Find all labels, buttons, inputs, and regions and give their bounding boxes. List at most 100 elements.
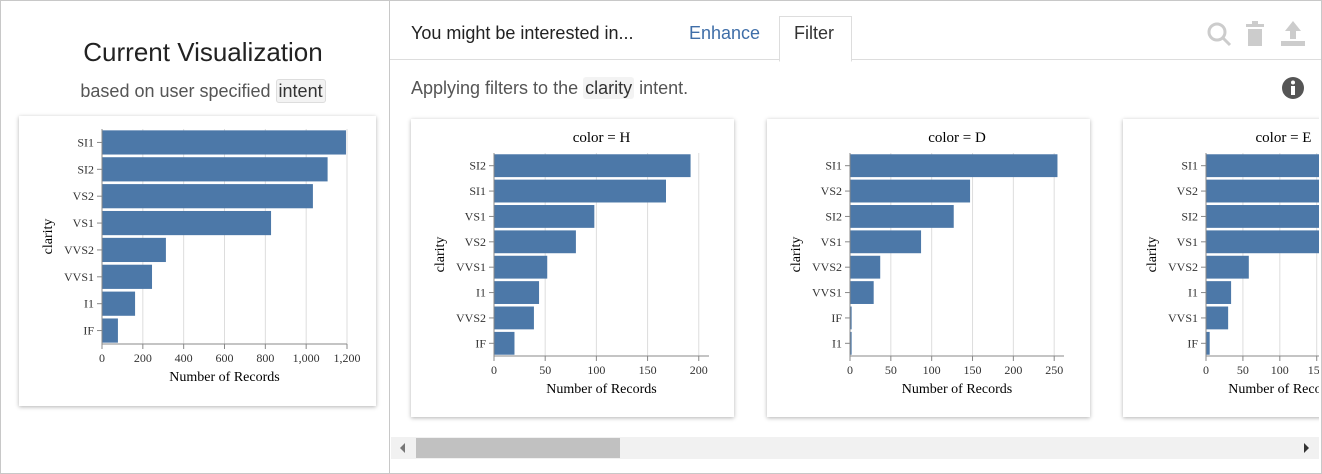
- y-axis-label: clarity: [789, 237, 804, 273]
- y-tick-label: VS2: [821, 184, 842, 198]
- delete-icon[interactable]: [1246, 21, 1264, 46]
- bar: [850, 331, 852, 355]
- y-tick-label: SI1: [1181, 159, 1198, 173]
- x-tick-label: 400: [175, 351, 193, 365]
- bar: [1206, 306, 1229, 330]
- bar: [494, 230, 576, 254]
- scroll-left[interactable]: [400, 443, 405, 453]
- y-tick-label: VS2: [73, 189, 94, 203]
- y-tick-label: IF: [1187, 336, 1198, 350]
- bar: [1206, 331, 1210, 355]
- x-tick-label: 600: [216, 351, 234, 365]
- y-axis-label: clarity: [41, 219, 56, 255]
- intent-code: clarity: [583, 77, 635, 99]
- subtitle-text: based on user specified: [80, 81, 271, 101]
- x-tick-label: 200: [690, 363, 708, 377]
- scroll-right[interactable]: [1304, 443, 1309, 453]
- tab-heading: You might be interested in...: [411, 23, 634, 43]
- x-tick-label: 800: [256, 351, 274, 365]
- description-text: intent.: [639, 78, 689, 98]
- scroll-thumb[interactable]: [416, 438, 620, 458]
- x-axis-label: Number of Records: [169, 370, 279, 385]
- x-tick-label: 50: [539, 363, 551, 377]
- bar: [102, 264, 153, 289]
- bar: [850, 306, 852, 330]
- chart: color = D 0 50 100 150 200 250 SI1 VS2 SI2 VS1 VVS2…: [789, 130, 1064, 397]
- y-tick-label: VS2: [1177, 184, 1198, 198]
- active-tab[interactable]: [779, 16, 852, 62]
- chart-card: 0 200 400 600 800 1,000 1,200 SI1 SI2 VS2 VS1 VVS2 V…: [19, 116, 376, 406]
- y-tick-label: IF: [83, 324, 94, 338]
- y-axis-label: clarity: [433, 237, 448, 273]
- y-tick-label: SI1: [77, 135, 94, 149]
- panel-subtitle: based on user specified intent: [1, 79, 405, 103]
- bar: [102, 237, 166, 263]
- y-tick-label: VS2: [465, 235, 486, 249]
- y-tick-label: IF: [831, 311, 842, 325]
- bar: [850, 230, 922, 254]
- scrollbar-parts: [400, 438, 1309, 458]
- chart: 0 200 400 600 800 1,000 1,200 SI1 SI2 VS2 VS1 VVS2 V…: [41, 129, 361, 385]
- bar: [102, 291, 136, 316]
- x-axis-label: Number of Records: [902, 382, 1012, 397]
- bar: [494, 281, 540, 304]
- bar: [102, 184, 313, 209]
- x-axis-label: Number of Records: [546, 382, 656, 397]
- x-tick-label: 150: [1308, 363, 1319, 377]
- y-tick-label: IF: [475, 336, 486, 350]
- scrollbar[interactable]: [391, 437, 1319, 459]
- tab-bar: [390, 1, 1321, 60]
- bar: [1206, 230, 1319, 254]
- bar: [1206, 205, 1319, 228]
- y-tick-label: I1: [476, 286, 486, 300]
- export-icon[interactable]: [1281, 21, 1305, 46]
- bar: [1206, 281, 1232, 304]
- x-tick-label: 100: [923, 363, 941, 377]
- chart-title: color = H: [573, 130, 631, 146]
- tab[interactable]: Enhance: [689, 23, 761, 43]
- y-axis-label: clarity: [1145, 237, 1160, 273]
- toolbar-icons: [1207, 21, 1305, 47]
- bar: [850, 255, 881, 279]
- info-icon[interactable]: [1281, 76, 1305, 100]
- y-tick-label: SI2: [469, 159, 486, 173]
- x-tick-label: 150: [964, 363, 982, 377]
- y-tick-label: VS1: [1177, 235, 1198, 249]
- x-tick-label: 200: [134, 351, 152, 365]
- y-tick-label: VVS1: [456, 260, 486, 274]
- panel-title: Current Visualization: [83, 37, 323, 67]
- bar: [494, 179, 666, 203]
- bar: [102, 210, 272, 236]
- bar: [1206, 255, 1249, 279]
- x-tick-label: 50: [1237, 363, 1249, 377]
- search-icon[interactable]: [1207, 22, 1232, 47]
- x-tick-label: 1,000: [293, 351, 320, 365]
- x-tick-label: 100: [1271, 363, 1289, 377]
- y-tick-label: VVS2: [812, 260, 842, 274]
- y-tick-label: VVS1: [812, 286, 842, 300]
- y-tick-label: SI2: [825, 209, 842, 223]
- bar: [1206, 154, 1319, 178]
- chart-card[interactable]: color = H 0 50 100 150 200 SI2 SI1 VS1 VS2 VVS1 I1 V…: [411, 119, 734, 417]
- y-tick-label: VVS2: [1168, 260, 1198, 274]
- intent-code: intent: [275, 79, 326, 103]
- bar: [494, 154, 691, 178]
- tab[interactable]: Filter: [794, 23, 834, 43]
- current-panel: Current Visualization based on user spec…: [1, 1, 390, 473]
- bar: [1206, 179, 1319, 203]
- chart-card[interactable]: color = D 0 50 100 150 200 250 SI1 VS2 SI2 VS1 VVS2…: [767, 119, 1090, 417]
- y-tick-label: SI1: [825, 159, 842, 173]
- x-tick-label: 200: [1004, 363, 1022, 377]
- chart-card[interactable]: color = E050100150200SI1VS2SI2VS1VVS2I1V…: [1123, 119, 1319, 417]
- bar: [102, 130, 346, 155]
- x-tick-label: 150: [639, 363, 657, 377]
- y-tick-label: VVS2: [456, 311, 486, 325]
- x-tick-label: 1,200: [334, 351, 361, 365]
- y-tick-label: VS1: [821, 235, 842, 249]
- chart-title: color = D: [928, 130, 986, 146]
- x-tick-label: 0: [847, 363, 853, 377]
- x-axis-label: Number of Records: [1228, 382, 1319, 397]
- y-tick-label: VS1: [465, 209, 486, 223]
- bar: [850, 154, 1058, 178]
- y-tick-label: I1: [84, 297, 94, 311]
